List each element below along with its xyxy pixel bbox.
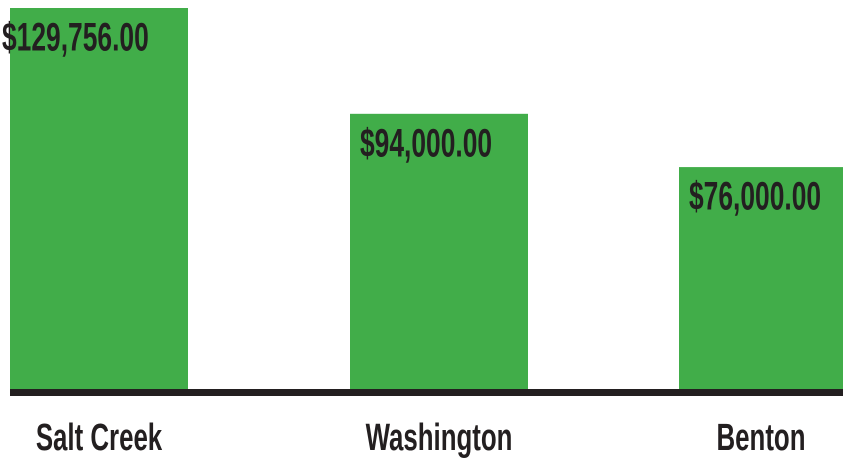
value-label: $94,000.00 bbox=[360, 121, 492, 166]
value-label: $76,000.00 bbox=[689, 174, 821, 219]
bar bbox=[679, 167, 843, 392]
x-tick-label: Salt Creek bbox=[36, 416, 163, 458]
x-tick-label: Benton bbox=[717, 416, 806, 458]
x-tick-label: Washington bbox=[366, 416, 513, 458]
value-label: $129,756.00 bbox=[2, 15, 149, 60]
bar bbox=[350, 113, 528, 392]
bar bbox=[10, 8, 188, 392]
baseline bbox=[10, 389, 843, 396]
